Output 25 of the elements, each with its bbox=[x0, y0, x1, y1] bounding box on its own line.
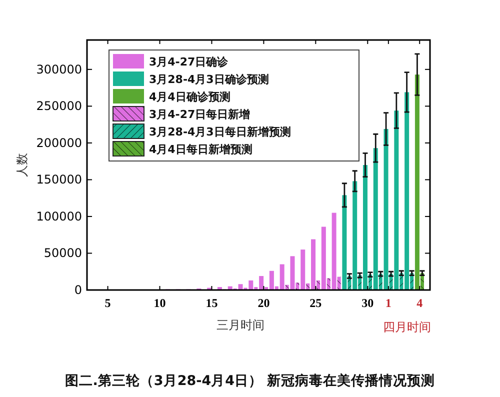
x-tick-label: 10 bbox=[154, 296, 166, 310]
y-tick-label: 0 bbox=[74, 283, 82, 297]
y-tick-label: 250000 bbox=[36, 99, 82, 114]
y-axis-title: 人数 bbox=[15, 153, 29, 177]
y-tick-label: 150000 bbox=[36, 172, 82, 187]
x-tick-label: 5 bbox=[104, 296, 111, 310]
y-tick-label: 300000 bbox=[36, 62, 82, 76]
x-tick-label: 15 bbox=[206, 296, 218, 310]
text: 图二.第三轮（3月28-4月4日） 新冠病毒在美传播情况预测 bbox=[64, 372, 436, 389]
legend-label: 3月28-4月3日确诊预测 bbox=[149, 73, 269, 86]
x-tick-label: 30 bbox=[362, 296, 374, 310]
legend-label: 4月4日确诊预测 bbox=[149, 90, 230, 104]
x-tick-label: 20 bbox=[258, 296, 270, 310]
x-tick-label: 1 bbox=[385, 296, 392, 310]
x-tick-label: 4 bbox=[416, 296, 423, 310]
y-tick-label: 200000 bbox=[36, 136, 82, 150]
x-axis-title: 三月时间 bbox=[216, 318, 264, 332]
x-tick-label: 25 bbox=[310, 296, 322, 310]
legend-label: 3月4-27日每日新增 bbox=[149, 108, 250, 121]
legend-label: 3月4-27日确诊 bbox=[149, 56, 230, 68]
legend-label: 3月28-4月3日每日新增预测 bbox=[149, 126, 291, 138]
y-tick-label: 100000 bbox=[36, 209, 82, 224]
legend-label: 4月4日每日新增预测 bbox=[149, 143, 252, 156]
y-tick-label: 50000 bbox=[44, 246, 82, 260]
text: 四月时间 bbox=[383, 320, 431, 334]
